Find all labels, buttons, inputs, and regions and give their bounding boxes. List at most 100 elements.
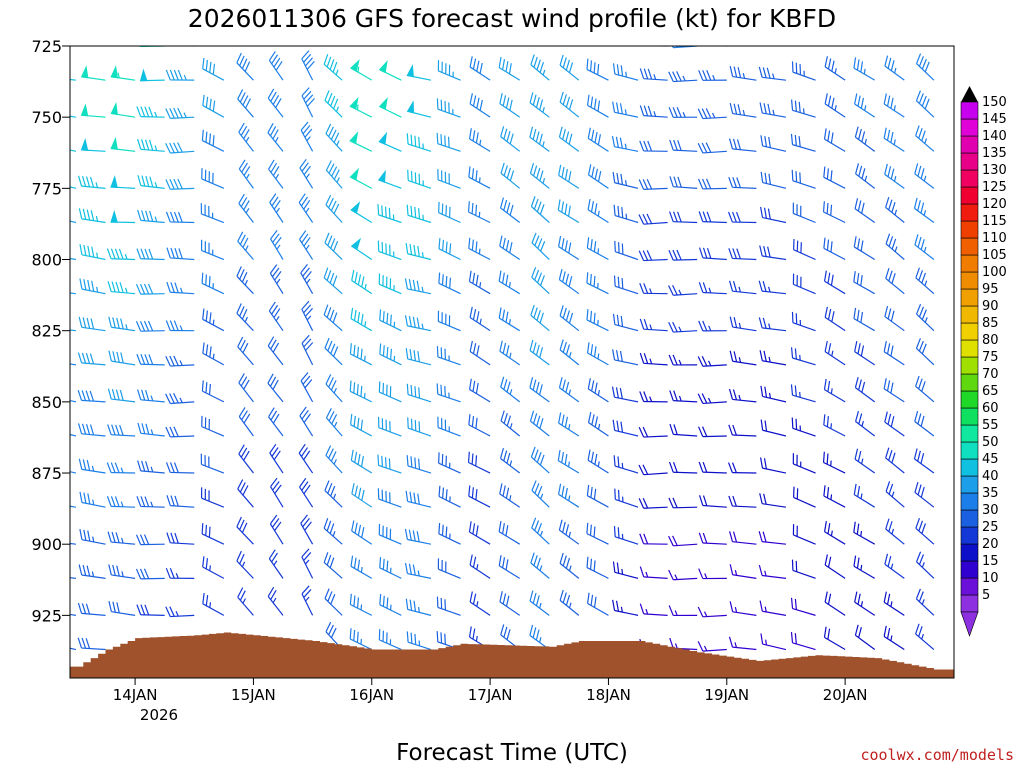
wind-barb	[78, 564, 106, 579]
wind-barb	[760, 206, 787, 224]
wind-barb	[325, 374, 343, 403]
y-tick-label: 800	[31, 251, 62, 270]
wind-barb	[135, 568, 165, 580]
plot-frame	[69, 45, 955, 679]
wind-barb	[406, 455, 432, 474]
colorbar-swatch	[960, 560, 979, 579]
wind-barb	[323, 517, 343, 545]
wind-barb	[108, 564, 136, 579]
wind-barb	[914, 481, 935, 508]
colorbar-label: 130	[982, 163, 1007, 178]
wind-barb	[587, 164, 609, 189]
colorbar-label: 15	[982, 554, 999, 569]
colorbar-label: 110	[982, 231, 1007, 246]
wind-barb	[669, 139, 698, 152]
colorbar-label: 80	[982, 333, 999, 348]
wind-barb	[586, 484, 609, 508]
wind-barb	[728, 176, 757, 189]
wind-barb	[324, 337, 343, 366]
colorbar-label: 90	[982, 299, 999, 314]
wind-barb	[405, 598, 432, 616]
colorbar-max-arrow	[961, 86, 978, 102]
wind-barb	[587, 449, 609, 474]
wind-barb	[267, 122, 284, 152]
wind-barb	[855, 410, 876, 437]
x-tick-label: 20JAN	[823, 686, 868, 704]
wind-barb	[529, 377, 550, 403]
wind-barb	[350, 555, 373, 579]
wind-barb	[638, 464, 668, 476]
wind-barb	[80, 137, 106, 152]
wind-barb	[727, 462, 757, 474]
wind-barb	[350, 237, 373, 261]
wind-barb	[885, 447, 905, 474]
wind-barb	[697, 178, 727, 190]
wind-barb	[378, 60, 402, 81]
wind-barb	[759, 600, 787, 616]
colorbar-label: 75	[982, 350, 999, 365]
wind-barb	[202, 58, 225, 81]
wind-barb	[638, 497, 668, 509]
wind-barb	[202, 342, 225, 366]
wind-barb	[822, 451, 846, 474]
wind-barb	[668, 569, 698, 581]
colorbar-swatch	[960, 237, 979, 256]
colorbar-label: 35	[982, 486, 999, 501]
wind-barb	[853, 555, 876, 579]
wind-barb	[165, 462, 195, 474]
wind-barb	[79, 278, 106, 295]
wind-barb	[325, 408, 343, 437]
wind-barb	[728, 424, 757, 437]
wind-barb	[77, 637, 106, 651]
x-tick-label: 16JAN	[349, 686, 394, 704]
wind-barb	[405, 490, 432, 508]
wind-barb	[498, 307, 521, 332]
wind-barb	[853, 236, 876, 261]
wind-barb	[586, 58, 609, 81]
wind-barb	[587, 199, 609, 224]
wind-barb	[377, 204, 402, 224]
wind-barb	[498, 270, 521, 295]
wind-barb	[106, 496, 136, 508]
wind-barb	[529, 624, 550, 651]
wind-barb	[267, 88, 284, 118]
colorbar-swatch	[960, 509, 979, 528]
wind-barb	[915, 125, 935, 152]
y-tick-label: 925	[31, 606, 62, 625]
wind-barb	[269, 264, 284, 294]
wind-barb	[824, 306, 846, 332]
wind-barb	[639, 283, 668, 295]
wind-barb	[110, 65, 136, 81]
wind-barb	[323, 552, 343, 579]
wind-barb	[404, 278, 432, 295]
wind-barb	[469, 56, 491, 81]
wind-barb	[698, 461, 727, 474]
wind-barb	[427, 46, 431, 47]
colorbar-label: 30	[982, 503, 999, 518]
wind-barb	[269, 443, 284, 474]
wind-barb	[236, 516, 254, 545]
wind-barb	[300, 121, 314, 152]
colorbar-swatch	[960, 458, 979, 477]
wind-barb	[729, 65, 757, 81]
wind-barb	[792, 453, 816, 474]
wind-barb	[915, 551, 935, 579]
wind-barb	[70, 186, 77, 189]
wind-barb	[612, 419, 639, 437]
wind-barb	[268, 301, 284, 332]
wind-barb	[854, 126, 876, 152]
wind-barb	[915, 90, 935, 118]
wind-barb	[586, 522, 609, 545]
wind-barb	[728, 248, 757, 261]
wind-barb	[884, 411, 905, 437]
wind-barb	[200, 453, 225, 474]
wind-barb	[529, 590, 550, 616]
wind-barb	[107, 388, 136, 403]
wind-barb	[668, 107, 698, 118]
wind-barb	[913, 197, 935, 223]
wind-barb	[728, 495, 757, 508]
colorbar-swatch	[960, 543, 979, 562]
colorbar-label: 135	[982, 146, 1007, 161]
wind-barb	[468, 270, 491, 295]
wind-barb	[586, 309, 609, 332]
